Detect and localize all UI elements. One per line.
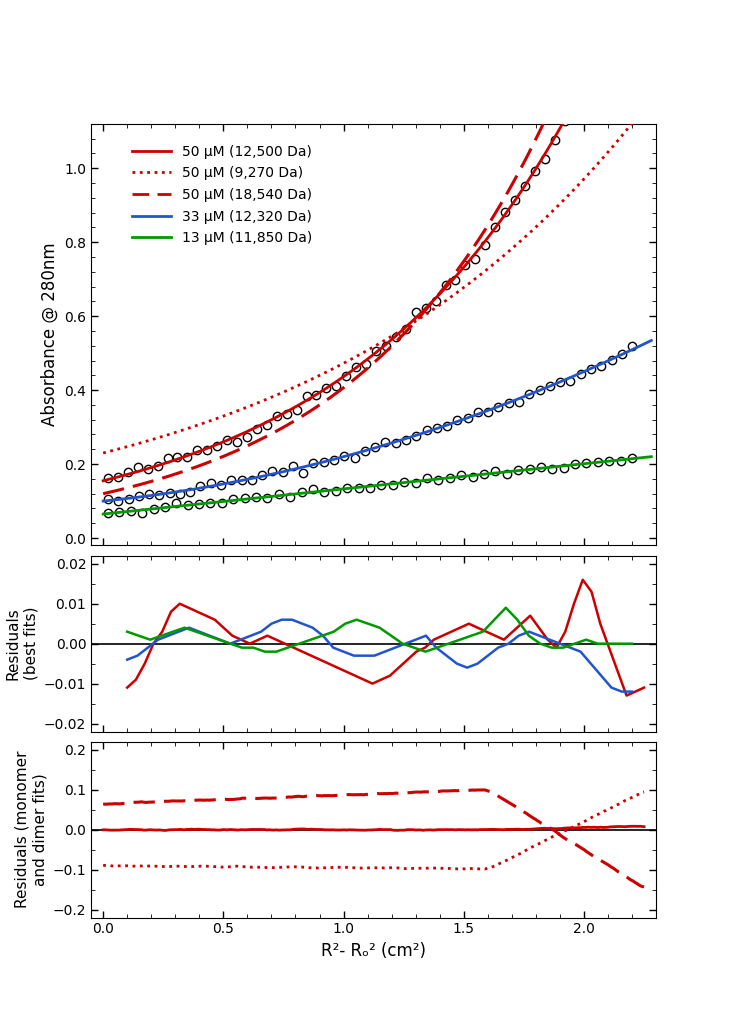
Y-axis label: Residuals (monomer
and dimer fits): Residuals (monomer and dimer fits) (15, 751, 47, 908)
Y-axis label: Absorbance @ 280nm: Absorbance @ 280nm (41, 242, 59, 427)
Y-axis label: Residuals
(best fits): Residuals (best fits) (6, 607, 39, 680)
X-axis label: R²- Rₒ² (cm²): R²- Rₒ² (cm²) (321, 942, 426, 960)
Legend: 50 μM (12,500 Da), 50 μM (9,270 Da), 50 μM (18,540 Da), 33 μM (12,320 Da), 13 μM: 50 μM (12,500 Da), 50 μM (9,270 Da), 50 … (126, 139, 318, 251)
